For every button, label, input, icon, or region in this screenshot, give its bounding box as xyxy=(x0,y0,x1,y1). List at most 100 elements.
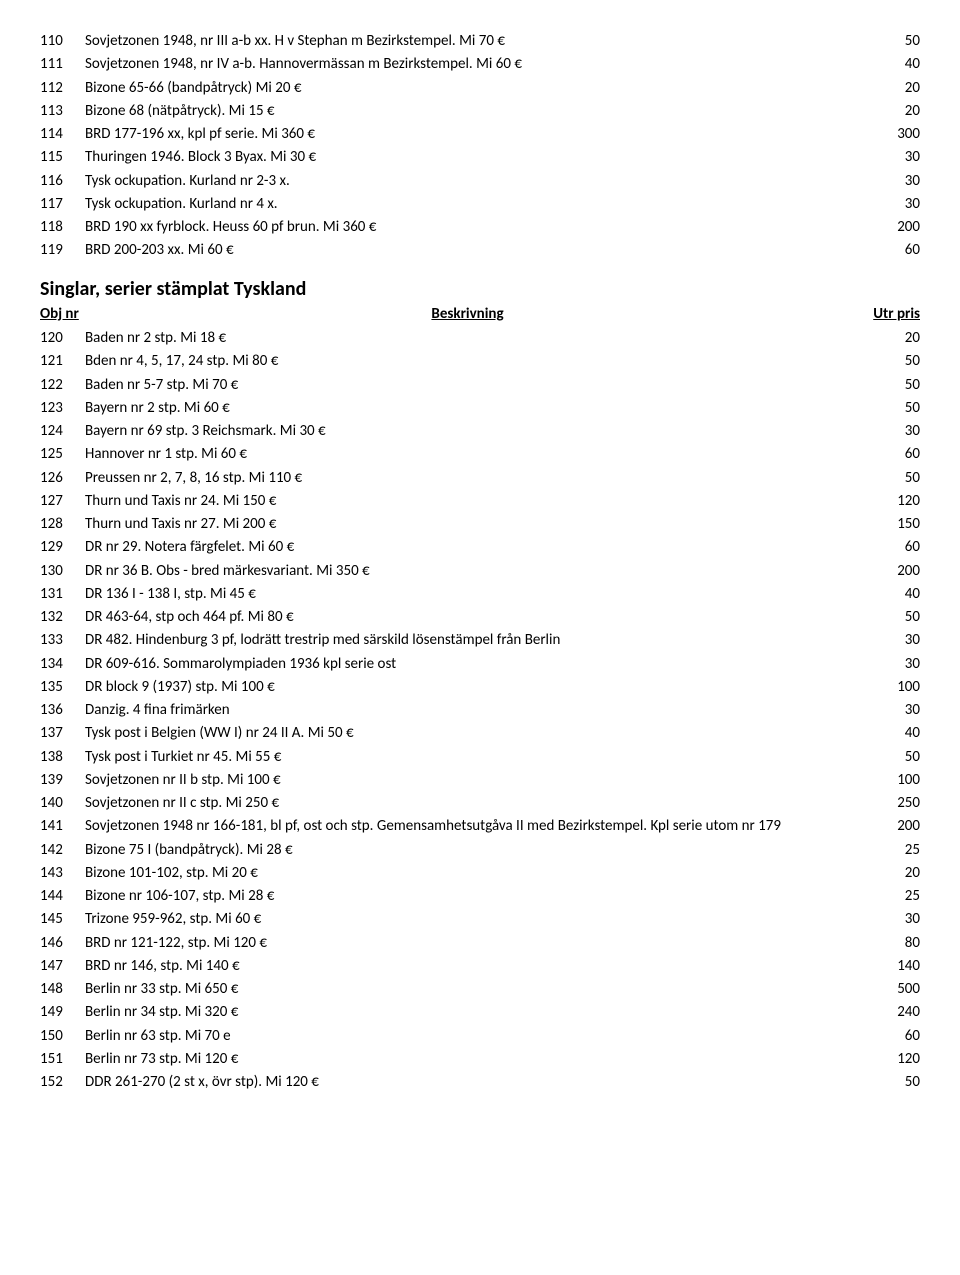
table-row: 136Danzig. 4 fina frimärken30 xyxy=(40,699,920,722)
price: 30 xyxy=(860,653,920,676)
table-row: 129DR nr 29. Notera färgfelet. Mi 60 €60 xyxy=(40,536,920,559)
description: DR block 9 (1937) stp. Mi 100 € xyxy=(85,676,860,699)
description: Tysk post i Belgien (WW I) nr 24 II A. M… xyxy=(85,722,860,745)
description: Baden nr 5-7 stp. Mi 70 € xyxy=(85,374,860,397)
obj-number: 138 xyxy=(40,746,85,769)
price: 50 xyxy=(860,606,920,629)
obj-number: 117 xyxy=(40,193,85,216)
obj-number: 126 xyxy=(40,467,85,490)
description: Sovjetzonen 1948, nr IV a-b. Hannovermäs… xyxy=(85,53,860,76)
obj-number: 116 xyxy=(40,170,85,193)
price: 30 xyxy=(860,170,920,193)
obj-number: 150 xyxy=(40,1025,85,1048)
description: DR 609-616. Sommarolympiaden 1936 kpl se… xyxy=(85,653,860,676)
description: DDR 261-270 (2 st x, övr stp). Mi 120 € xyxy=(85,1071,860,1094)
price: 60 xyxy=(860,239,920,262)
obj-number: 112 xyxy=(40,77,85,100)
obj-number: 130 xyxy=(40,560,85,583)
description: DR nr 29. Notera färgfelet. Mi 60 € xyxy=(85,536,860,559)
price: 150 xyxy=(860,513,920,536)
obj-number: 146 xyxy=(40,932,85,955)
price: 50 xyxy=(860,467,920,490)
description: Bden nr 4, 5, 17, 24 stp. Mi 80 € xyxy=(85,350,860,373)
price: 120 xyxy=(860,1048,920,1071)
table-row: 116Tysk ockupation. Kurland nr 2-3 x.30 xyxy=(40,170,920,193)
obj-number: 111 xyxy=(40,53,85,76)
description: Danzig. 4 fina frimärken xyxy=(85,699,860,722)
table-row: 124Bayern nr 69 stp. 3 Reichsmark. Mi 30… xyxy=(40,420,920,443)
price: 30 xyxy=(860,193,920,216)
description: BRD 190 xx fyrblock. Heuss 60 pf brun. M… xyxy=(85,216,860,239)
obj-number: 148 xyxy=(40,978,85,1001)
price: 50 xyxy=(860,746,920,769)
table-row: 127Thurn und Taxis nr 24. Mi 150 €120 xyxy=(40,490,920,513)
description: Bizone 75 I (bandpåtryck). Mi 28 € xyxy=(85,839,860,862)
description: Berlin nr 63 stp. Mi 70 e xyxy=(85,1025,860,1048)
obj-number: 113 xyxy=(40,100,85,123)
description: BRD 177-196 xx, kpl pf serie. Mi 360 € xyxy=(85,123,860,146)
table-row: 118BRD 190 xx fyrblock. Heuss 60 pf brun… xyxy=(40,216,920,239)
description: Berlin nr 73 stp. Mi 120 € xyxy=(85,1048,860,1071)
table-row: 111Sovjetzonen 1948, nr IV a-b. Hannover… xyxy=(40,53,920,76)
header-price: Utr pris xyxy=(860,303,920,326)
table-row: 132DR 463-64, stp och 464 pf. Mi 80 €50 xyxy=(40,606,920,629)
obj-number: 140 xyxy=(40,792,85,815)
table-row: 115Thuringen 1946. Block 3 Byax. Mi 30 €… xyxy=(40,146,920,169)
table-row: 135DR block 9 (1937) stp. Mi 100 €100 xyxy=(40,676,920,699)
description: Trizone 959-962, stp. Mi 60 € xyxy=(85,908,860,931)
table-row: 140Sovjetzonen nr II c stp. Mi 250 €250 xyxy=(40,792,920,815)
obj-number: 123 xyxy=(40,397,85,420)
price: 60 xyxy=(860,536,920,559)
section-title: Singlar, serier stämplat Tyskland xyxy=(40,277,920,301)
price: 100 xyxy=(860,769,920,792)
table-row: 134DR 609-616. Sommarolympiaden 1936 kpl… xyxy=(40,653,920,676)
description: Thurn und Taxis nr 24. Mi 150 € xyxy=(85,490,860,513)
price: 20 xyxy=(860,100,920,123)
obj-number: 131 xyxy=(40,583,85,606)
price: 50 xyxy=(860,30,920,53)
table-row: 146BRD nr 121-122, stp. Mi 120 €80 xyxy=(40,932,920,955)
obj-number: 120 xyxy=(40,327,85,350)
table-row: 150Berlin nr 63 stp. Mi 70 e60 xyxy=(40,1025,920,1048)
header-objnr: Obj nr xyxy=(40,303,85,326)
description: DR nr 36 B. Obs - bred märkesvariant. Mi… xyxy=(85,560,860,583)
description: Sovjetzonen 1948 nr 166-181, bl pf, ost … xyxy=(85,815,860,838)
main-list: 120Baden nr 2 stp. Mi 18 €20121Bden nr 4… xyxy=(40,327,920,1094)
price: 30 xyxy=(860,908,920,931)
obj-number: 125 xyxy=(40,443,85,466)
price: 80 xyxy=(860,932,920,955)
obj-number: 143 xyxy=(40,862,85,885)
obj-number: 139 xyxy=(40,769,85,792)
price: 240 xyxy=(860,1001,920,1024)
table-row: 123Bayern nr 2 stp. Mi 60 €50 xyxy=(40,397,920,420)
price: 30 xyxy=(860,420,920,443)
price: 40 xyxy=(860,583,920,606)
table-row: 113Bizone 68 (nätpåtryck). Mi 15 €20 xyxy=(40,100,920,123)
table-row: 131DR 136 I - 138 I, stp. Mi 45 €40 xyxy=(40,583,920,606)
table-row: 149Berlin nr 34 stp. Mi 320 €240 xyxy=(40,1001,920,1024)
price: 30 xyxy=(860,629,920,652)
price: 100 xyxy=(860,676,920,699)
table-row: 130DR nr 36 B. Obs - bred märkesvariant.… xyxy=(40,560,920,583)
header-desc: Beskrivning xyxy=(85,303,860,326)
price: 50 xyxy=(860,350,920,373)
description: Bizone nr 106-107, stp. Mi 28 € xyxy=(85,885,860,908)
table-row: 128Thurn und Taxis nr 27. Mi 200 €150 xyxy=(40,513,920,536)
price: 140 xyxy=(860,955,920,978)
obj-number: 149 xyxy=(40,1001,85,1024)
obj-number: 114 xyxy=(40,123,85,146)
price: 300 xyxy=(860,123,920,146)
table-row: 126Preussen nr 2, 7, 8, 16 stp. Mi 110 €… xyxy=(40,467,920,490)
description: Hannover nr 1 stp. Mi 60 € xyxy=(85,443,860,466)
table-row: 137Tysk post i Belgien (WW I) nr 24 II A… xyxy=(40,722,920,745)
table-row: 110Sovjetzonen 1948, nr III a-b xx. H v … xyxy=(40,30,920,53)
description: Bizone 65-66 (bandpåtryck) Mi 20 € xyxy=(85,77,860,100)
obj-number: 119 xyxy=(40,239,85,262)
description: Bizone 68 (nätpåtryck). Mi 15 € xyxy=(85,100,860,123)
table-header: Obj nr Beskrivning Utr pris xyxy=(40,303,920,326)
obj-number: 110 xyxy=(40,30,85,53)
price: 200 xyxy=(860,560,920,583)
obj-number: 129 xyxy=(40,536,85,559)
price: 25 xyxy=(860,839,920,862)
price: 200 xyxy=(860,216,920,239)
